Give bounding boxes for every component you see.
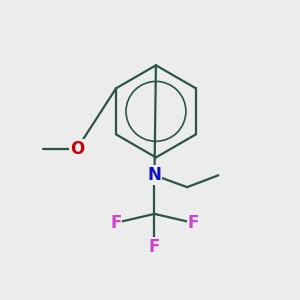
Text: N: N <box>148 166 161 184</box>
Text: F: F <box>188 214 199 232</box>
Text: O: O <box>70 140 84 158</box>
Text: F: F <box>110 214 122 232</box>
Text: F: F <box>149 238 160 256</box>
